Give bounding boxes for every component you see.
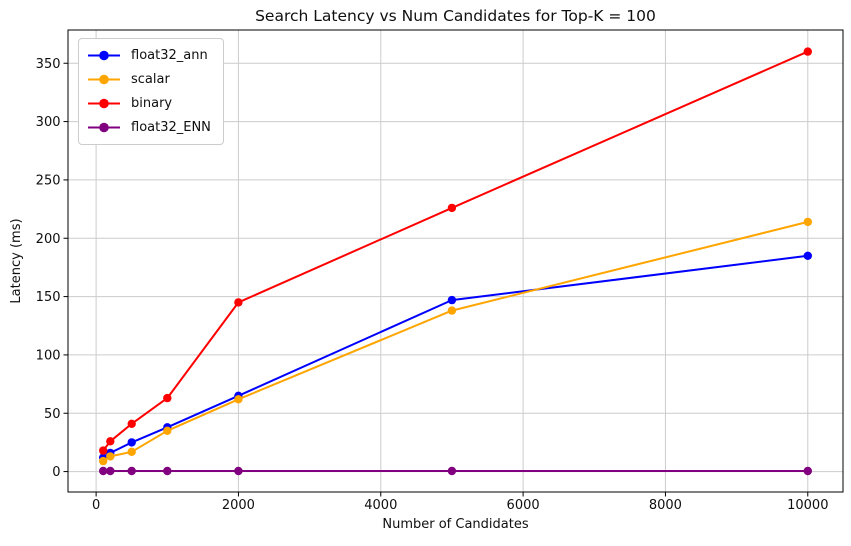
data-point-marker — [803, 466, 812, 476]
grid-lines — [68, 30, 843, 492]
data-point-marker — [99, 456, 108, 466]
data-point-marker — [99, 446, 108, 455]
data-point-marker — [447, 203, 457, 213]
data-point-marker — [234, 466, 243, 476]
y-tick-label: 0 — [52, 465, 60, 480]
x-tick-label: 2000 — [222, 498, 255, 513]
data-point-marker — [127, 466, 136, 476]
series-float32_ann — [99, 251, 812, 462]
legend-label: float32_ann — [131, 48, 208, 63]
x-tick-label: 10000 — [787, 498, 828, 513]
legend-label: binary — [131, 96, 173, 111]
y-axis-label: Latency (ms) — [9, 218, 24, 304]
y-tick-label: 100 — [36, 348, 61, 363]
y-tick-label: 200 — [36, 232, 61, 247]
data-point-marker — [447, 306, 457, 315]
x-axis-label: Number of Candidates — [382, 517, 529, 532]
tick-marks — [63, 62, 809, 497]
legend-item-scalar: scalar — [86, 69, 211, 90]
data-point-marker — [234, 298, 243, 307]
data-point-marker — [127, 447, 136, 456]
y-tick-label: 50 — [44, 407, 61, 422]
y-tick-label: 150 — [36, 290, 61, 305]
legend-line-marker-icon — [88, 98, 120, 109]
data-point-marker — [127, 438, 136, 447]
legend-item-float32_ENN: float32_ENN — [86, 117, 211, 138]
data-point-marker — [803, 251, 812, 260]
legend-line-marker-icon — [88, 122, 120, 133]
data-point-marker — [99, 466, 108, 476]
series-line — [102, 254, 808, 459]
y-tick-label: 300 — [36, 115, 61, 130]
data-point-marker — [127, 419, 136, 428]
plot-frame — [67, 29, 844, 493]
series-float32_ENN — [99, 466, 812, 476]
legend-line-marker-icon — [88, 74, 120, 85]
series-binary — [99, 47, 812, 455]
x-tick-label: 0 — [92, 498, 100, 513]
data-point-marker — [106, 437, 115, 446]
x-tick-label: 6000 — [507, 498, 540, 513]
data-point-marker — [803, 47, 812, 56]
y-tick-label: 250 — [36, 173, 61, 188]
legend-item-float32_ann: float32_ann — [86, 45, 211, 66]
tick-labels: 0 2000 4000 6000 8000 10000 0 50 100 150 200 250 300… — [36, 57, 829, 513]
legend-label: scalar — [131, 72, 170, 87]
data-point-marker — [163, 393, 172, 403]
y-tick-label: 350 — [36, 57, 61, 72]
x-tick-label: 4000 — [364, 498, 397, 513]
series-scalar — [99, 217, 812, 466]
x-tick-label: 8000 — [649, 498, 682, 513]
data-point-marker — [447, 466, 457, 476]
legend-label: float32_ENN — [131, 120, 211, 135]
data-point-marker — [803, 217, 812, 227]
legend-line-marker-icon — [88, 50, 120, 61]
legend-item-binary: binary — [86, 93, 211, 114]
data-point-marker — [163, 426, 172, 435]
data-point-marker — [447, 295, 457, 305]
data-point-marker — [106, 452, 115, 461]
chart-title: Search Latency vs Num Candidates for Top… — [255, 7, 656, 25]
data-point-marker — [234, 395, 243, 404]
data-point-marker — [106, 466, 115, 476]
data-point-marker — [163, 466, 172, 476]
